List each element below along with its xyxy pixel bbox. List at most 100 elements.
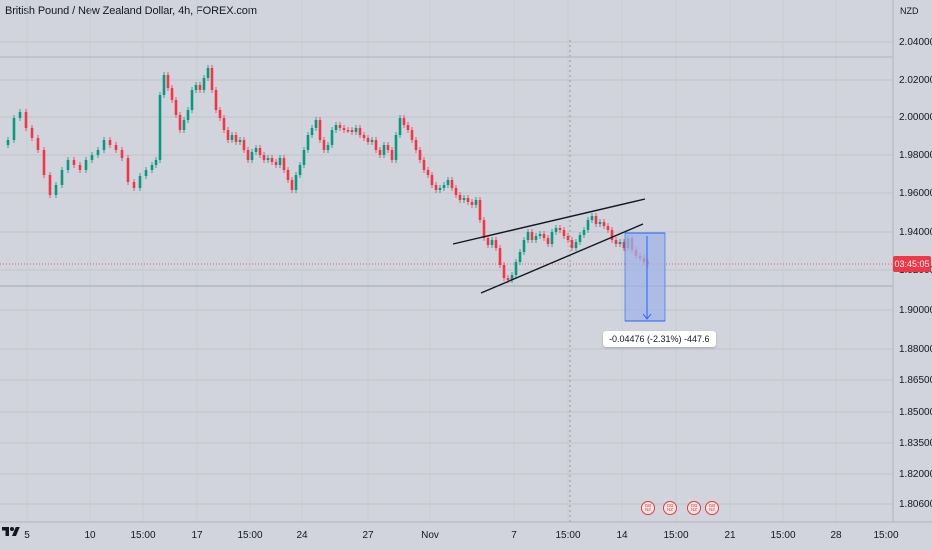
time-axis-label: 17 [191, 530, 203, 541]
measure-rectangle [624, 232, 666, 322]
candle-body [250, 152, 254, 160]
candle-body [18, 112, 22, 118]
currency-label: NZD [900, 6, 919, 16]
candle-body [206, 68, 210, 78]
candle-body [394, 135, 398, 160]
candle-body [418, 150, 422, 160]
candle-body [24, 112, 28, 128]
candle-body [350, 130, 354, 132]
candle-body [502, 265, 506, 278]
economic-event-icon[interactable]: GB NZ [641, 501, 655, 515]
candle-body [226, 130, 230, 140]
price-axis: 2.04000 2.02000 2.00000 1.98000 1.96000 1.940… [899, 37, 932, 510]
candle-body [450, 180, 454, 188]
candle-body [590, 216, 594, 220]
candle-body [566, 236, 570, 240]
candle-body [390, 150, 394, 160]
candle-body [138, 176, 142, 188]
chart-title: British Pound / New Zealand Dollar, 4h, … [5, 5, 257, 17]
candle-body [366, 138, 370, 142]
price-axis-label: 1.88000 [899, 344, 932, 355]
candle-body [354, 128, 358, 132]
candle-body [442, 185, 446, 188]
candlestick-series [6, 65, 650, 283]
candle-body [478, 200, 482, 220]
candle-body [166, 75, 170, 88]
time-axis-label: 15:00 [663, 530, 688, 541]
candle-body [234, 135, 238, 142]
candle-body [238, 140, 242, 142]
price-axis-label: 1.90000 [899, 305, 932, 316]
candle-body [370, 140, 374, 142]
candle-body [262, 155, 266, 160]
candle-body [446, 180, 450, 185]
candle-body [294, 175, 298, 190]
candle-body [410, 130, 414, 140]
candle-body [386, 145, 390, 150]
candle-body [466, 198, 470, 202]
candle-body [6, 140, 10, 145]
candle-body [506, 278, 510, 280]
candle-body [72, 160, 76, 165]
candle-body [534, 236, 538, 240]
price-axis-label: 2.04000 [899, 37, 932, 48]
candle-body [78, 165, 82, 170]
candle-body [158, 95, 162, 160]
candle-body [326, 145, 330, 150]
price-axis-label: 2.00000 [899, 112, 932, 123]
candle-body [522, 240, 526, 252]
candle-body [618, 242, 622, 244]
candle-body [102, 140, 106, 150]
economic-event-icon[interactable]: GB NZ [687, 501, 701, 515]
tradingview-logo-icon[interactable] [2, 525, 20, 539]
candle-body [306, 135, 310, 150]
economic-event-icon[interactable]: GB NZ [663, 501, 677, 515]
candle-body [258, 148, 262, 155]
candle-body [36, 138, 40, 150]
time-axis-label: 24 [296, 530, 308, 541]
candle-body [382, 145, 386, 155]
candle-body [90, 155, 94, 160]
price-axis-label: 1.98000 [899, 150, 932, 161]
candle-body [398, 118, 402, 135]
horizontal-gridlines [0, 41, 893, 505]
candle-body [286, 170, 290, 180]
candle-body [48, 175, 52, 195]
candle-body [490, 240, 494, 245]
candle-body [114, 145, 118, 150]
candle-body [578, 235, 582, 242]
candle-body [458, 195, 462, 200]
candle-body [266, 158, 270, 160]
price-axis-label: 1.86500 [899, 375, 932, 386]
time-axis-label: 27 [362, 530, 374, 541]
candle-body [430, 175, 434, 185]
candle-body [526, 232, 530, 240]
candle-body [550, 232, 554, 244]
price-axis-label: 1.94000 [899, 227, 932, 238]
current-price-badge: 03:45:05 [893, 256, 931, 272]
time-axis-label: 7 [511, 530, 517, 541]
candle-body [210, 68, 214, 90]
time-axis-label: 14 [616, 530, 628, 541]
candle-body [510, 275, 514, 280]
candle-body [178, 115, 182, 130]
time-axis-label: Nov [421, 530, 439, 541]
candle-body [282, 158, 286, 170]
candle-body [330, 130, 334, 145]
candle-body [42, 150, 46, 175]
price-axis-label: 1.83500 [899, 438, 932, 449]
candle-body [162, 75, 166, 95]
candle-body [202, 78, 206, 90]
economic-event-icon[interactable]: GB NZ [705, 501, 719, 515]
candle-body [378, 150, 382, 155]
price-axis-label: 1.96000 [899, 188, 932, 199]
candle-body [586, 220, 590, 230]
candle-body [198, 85, 202, 90]
candle-body [154, 160, 158, 165]
candle-body [538, 234, 542, 236]
candle-body [622, 242, 626, 248]
candle-body [582, 230, 586, 235]
price-axis-label: 1.82000 [899, 469, 932, 480]
candle-body [498, 248, 502, 265]
